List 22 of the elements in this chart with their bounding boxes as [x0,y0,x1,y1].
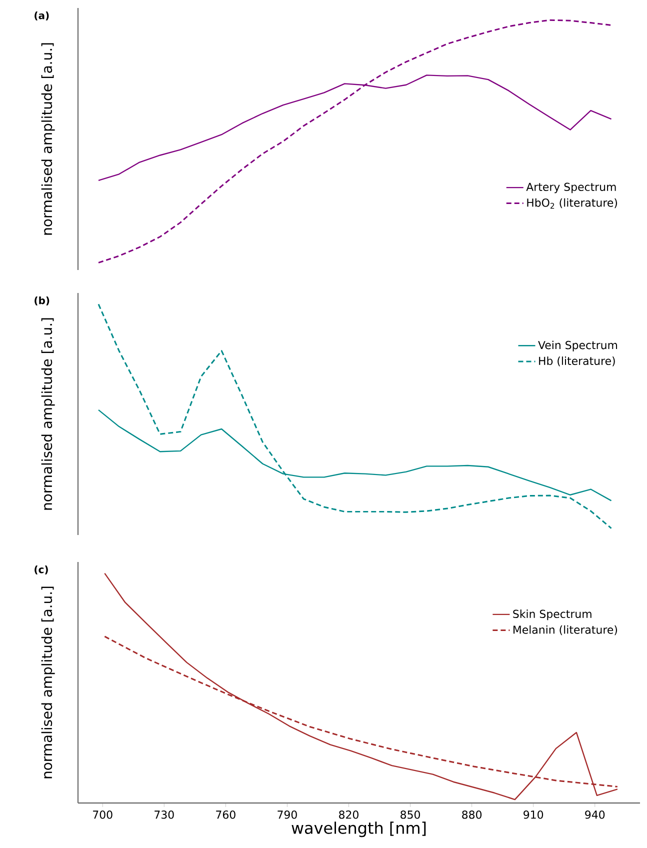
x-tick-label: 820 [339,810,358,819]
chart-title: (c) [34,566,48,574]
legend-label: Melanin (literature) [514,625,618,636]
legend-label: Skin Spectrum [513,610,592,620]
x-tick-label: 790 [278,810,297,819]
x-tick-label: 910 [524,810,544,819]
y-axis-title: normalised amplitude [a.u.] [41,43,55,235]
chart-title: (a) [34,12,49,20]
y-axis-title: normalised amplitude [a.u.] [41,586,55,778]
x-axis-title: wavelength [nm] [292,822,426,838]
legend-label: Hb (literature) [539,356,615,366]
y-axis-title: normalised amplitude [a.u.] [41,318,55,510]
legend-label: HbO$_{2}$ (literature) [527,198,618,209]
x-tick-label: 700 [93,810,112,819]
x-tick-label: 850 [400,810,420,819]
x-tick-label: 760 [216,810,236,819]
x-tick-label: 880 [462,810,482,819]
x-tick-label: 730 [154,810,174,819]
x-tick-label: 940 [585,810,605,819]
legend-label: Artery Spectrum [526,182,616,194]
legend-label: Vein Spectrum [538,340,618,352]
chart-title: (b) [34,296,50,306]
